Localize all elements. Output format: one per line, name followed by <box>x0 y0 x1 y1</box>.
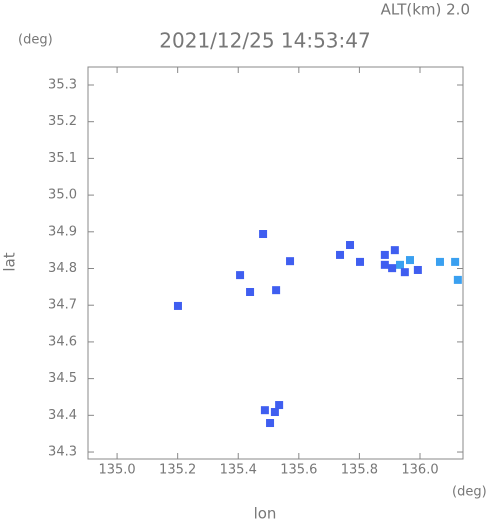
y-tick-label: 34.7 <box>48 298 77 313</box>
x-tick-label: 136.0 <box>401 463 438 478</box>
x-tick-label: 135.4 <box>220 463 257 478</box>
radar-echo <box>413 265 422 274</box>
x-tick-label: 135.6 <box>280 463 317 478</box>
y-axis-label: lat <box>1 252 19 271</box>
radar-echo <box>173 301 182 310</box>
y-tick-label: 34.8 <box>48 261 77 276</box>
y-tick-label: 34.6 <box>48 334 77 349</box>
radar-echo <box>275 401 284 410</box>
radar-echo <box>270 408 279 417</box>
radar-echo <box>336 250 345 259</box>
y-tick-label: 35.1 <box>48 151 77 166</box>
radar-echo <box>390 246 399 255</box>
x-tick-label: 135.8 <box>341 463 378 478</box>
plot-frame <box>87 66 464 460</box>
radar-echo <box>356 257 365 266</box>
radar-echo <box>388 264 397 273</box>
y-tick-label: 34.3 <box>48 445 77 460</box>
y-tick-label: 35.2 <box>48 114 77 129</box>
radar-echo <box>259 230 268 239</box>
y-tick-label: 34.9 <box>48 224 77 239</box>
x-unit: (deg) <box>452 485 487 500</box>
radar-echo <box>451 257 460 266</box>
y-unit: (deg) <box>18 33 53 48</box>
y-tick-label: 35.0 <box>48 188 77 203</box>
radar-echo <box>346 241 355 250</box>
radar-echo <box>260 406 269 415</box>
x-tick-label: 135.2 <box>159 463 196 478</box>
radar-echo <box>380 260 389 269</box>
radar-echo <box>266 419 275 428</box>
radar-echo <box>236 271 245 280</box>
y-tick-label: 34.4 <box>48 408 77 423</box>
radar-echo <box>453 275 462 284</box>
radar-echo <box>272 286 281 295</box>
radar-echo <box>380 250 389 259</box>
x-axis-label: lon <box>254 505 277 521</box>
radar-echo <box>395 260 404 269</box>
radar-echo <box>405 256 414 265</box>
x-tick-label: 135.0 <box>98 463 135 478</box>
radar-echo <box>400 268 409 277</box>
radar-echo <box>435 257 444 266</box>
radar-echo <box>286 257 295 266</box>
y-tick-label: 34.5 <box>48 371 77 386</box>
y-tick-label: 35.3 <box>48 77 77 92</box>
chart-title: 2021/12/25 14:53:47 <box>159 29 370 53</box>
altitude-label: ALT(km) 2.0 <box>381 1 470 19</box>
radar-echo <box>246 287 255 296</box>
